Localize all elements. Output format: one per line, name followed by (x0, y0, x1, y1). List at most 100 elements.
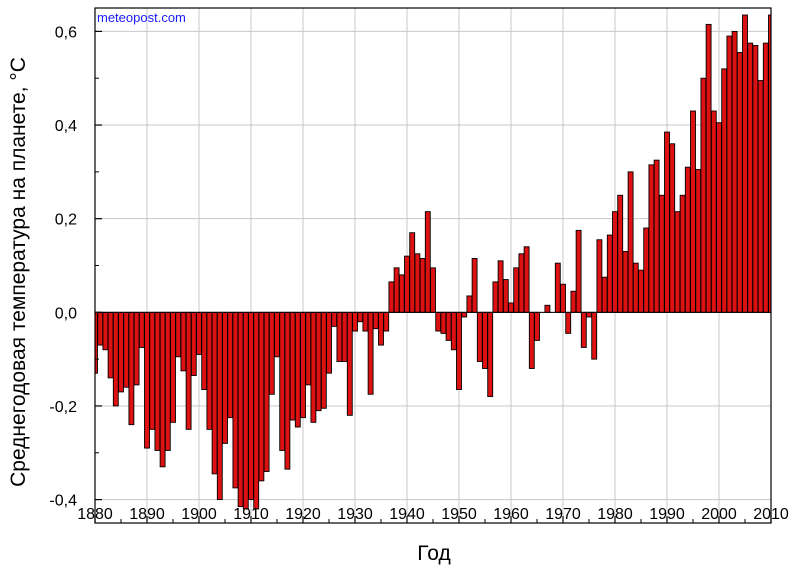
y-tick-label: 0,6 (55, 24, 77, 41)
bar-1973 (575, 229, 582, 313)
bar-1926 (331, 311, 338, 327)
bar-1905 (222, 311, 228, 444)
bar-1911 (253, 311, 260, 510)
bar-1891 (149, 311, 156, 430)
bar-1994 (684, 166, 691, 313)
bar-1929 (346, 311, 353, 416)
y-tick-label: 0,2 (55, 212, 77, 229)
bar-1908 (237, 311, 244, 508)
bar-1941 (409, 232, 416, 313)
bar-1999 (710, 110, 717, 313)
bar-1992 (674, 211, 681, 313)
bar-1960 (508, 302, 514, 313)
bar-1887 (128, 311, 135, 426)
tick-labels: 1880 1890 1900 1910 1920 1930 1940 1950 1960 1970… (49, 24, 788, 523)
bar-1906 (227, 311, 234, 419)
bar-2002 (726, 35, 733, 313)
x-tick-label: 1940 (389, 506, 425, 523)
bar-1934 (372, 311, 379, 330)
bar-1952 (466, 295, 473, 313)
bar-1948 (445, 311, 452, 341)
y-axis-title: Среднегодовая температура на планете, °C (7, 57, 30, 487)
x-tick-label: 1900 (181, 506, 217, 523)
bar-1914 (268, 311, 275, 395)
x-tick-label: 1910 (233, 506, 269, 523)
bar-2004 (736, 52, 743, 313)
bar-1892 (154, 311, 161, 451)
bar-1882 (102, 311, 109, 351)
bar-1932 (362, 311, 369, 332)
bar-1965 (534, 311, 540, 341)
bar-1913 (263, 311, 270, 472)
bar-1990 (664, 131, 670, 313)
bar-1899 (190, 311, 197, 376)
bar-2001 (721, 68, 728, 313)
x-tick-label: 2010 (753, 506, 789, 523)
bar-1889 (138, 311, 145, 348)
x-tick-label: 1880 (77, 506, 113, 523)
bar-1961 (513, 267, 520, 313)
bar-1898 (185, 311, 192, 430)
bar-1949 (450, 311, 457, 351)
bar-1962 (518, 253, 525, 313)
bar-1919 (294, 311, 301, 428)
bar-1958 (497, 260, 504, 313)
bar-1895 (170, 311, 176, 423)
bar-1974 (580, 311, 587, 348)
bar-1989 (658, 194, 665, 313)
bar-1953 (471, 258, 478, 313)
bar-1912 (258, 311, 265, 482)
bar-1939 (398, 274, 405, 313)
bar-1984 (632, 262, 639, 313)
bar-1969 (554, 262, 561, 313)
bar-1977 (596, 239, 603, 313)
bar-1985 (638, 269, 644, 313)
bar-1945 (430, 267, 436, 313)
bar-1946 (435, 311, 442, 332)
bar-1886 (123, 311, 130, 388)
x-tick-label: 1930 (337, 506, 373, 523)
bar-1981 (617, 194, 624, 313)
bar-1885 (118, 311, 124, 393)
bar-1920 (300, 311, 306, 419)
bar-1883 (107, 311, 114, 379)
bar-1884 (112, 311, 119, 407)
bar-1897 (180, 311, 187, 372)
x-tick-label: 1960 (493, 506, 529, 523)
bar-1988 (653, 159, 660, 313)
bar-1931 (357, 311, 364, 323)
bar-1915 (274, 311, 280, 358)
bar-1910 (248, 311, 254, 501)
bar-1963 (523, 246, 530, 313)
bar-1950 (456, 311, 462, 391)
bar-1954 (476, 311, 483, 362)
y-tick-label: 0,4 (55, 118, 77, 135)
x-tick-label: 1970 (545, 506, 581, 523)
bar-1996 (695, 169, 702, 313)
bar-1916 (279, 311, 286, 451)
bar-1924 (320, 311, 327, 409)
bar-1881 (97, 311, 104, 346)
bar-1955 (482, 311, 488, 369)
bar-1923 (315, 311, 322, 412)
bar-2005 (742, 14, 748, 313)
bar-1933 (367, 311, 374, 395)
bars-group (94, 14, 772, 510)
axis-ticks (94, 30, 772, 523)
bar-1956 (487, 311, 494, 398)
x-tick-label: 1890 (129, 506, 165, 523)
x-tick-label: 1920 (285, 506, 321, 523)
y-tick-label: -0,4 (49, 493, 77, 510)
bar-1901 (201, 311, 208, 391)
bar-1957 (492, 281, 499, 313)
bar-1936 (383, 311, 390, 332)
bar-2003 (731, 30, 738, 313)
bar-1917 (284, 311, 291, 470)
bar-1978 (601, 276, 608, 313)
bar-1997 (700, 77, 707, 313)
bar-1986 (643, 227, 650, 313)
bar-1921 (305, 311, 312, 386)
bar-1903 (211, 311, 218, 475)
bar-1967 (544, 304, 551, 313)
